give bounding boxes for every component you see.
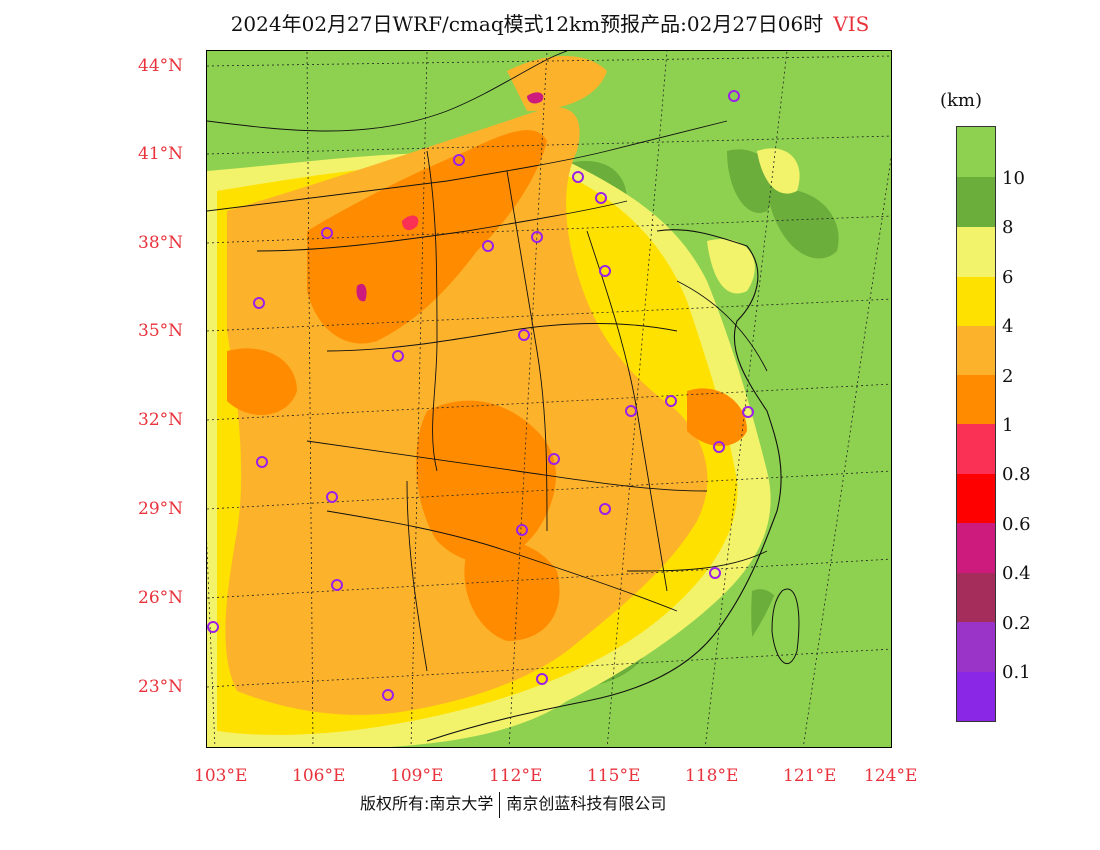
station-marker [253,297,265,309]
legend-swatch [957,127,995,177]
station-marker [256,456,268,468]
station-marker [572,171,584,183]
lon-label-103: 103°E [194,766,248,786]
legend-label: 4 [1002,316,1014,337]
legend-label: 0.4 [1002,563,1031,584]
station-marker [321,227,333,239]
copyright-text: 版权所有:南京大学 [360,794,494,813]
legend-label: 10 [1002,168,1025,189]
lon-label-112: 112°E [489,766,543,786]
lat-label-23: 23°N [138,677,184,697]
station-marker [207,621,219,633]
legend-label: 8 [1002,217,1014,238]
station-marker [713,441,725,453]
company-text: 南京创蓝科技有限公司 [506,794,667,813]
legend-label: 6 [1002,267,1014,288]
vis-1km-regions [227,130,747,641]
station-marker [595,192,607,204]
legend-label: 1 [1002,415,1014,436]
map-panel [206,50,892,748]
coastline [426,229,782,742]
legend-swatch [957,672,995,721]
lon-label-106: 106°E [292,766,346,786]
lon-label-121: 121°E [783,766,837,786]
footer: 版权所有:南京大学 南京创蓝科技有限公司 [360,790,666,818]
graticule [207,51,891,747]
legend-swatch [957,326,995,375]
station-marker [709,567,721,579]
lon-label-124: 124°E [864,766,918,786]
station-marker [742,406,754,418]
station-marker [382,689,394,701]
lat-label-44: 44°N [138,56,184,76]
map-title: 2024年02月27日WRF/cmaq模式12km预报产品:02月27日06时 V… [0,8,1100,37]
station-marker [728,90,740,102]
legend-label: 0.2 [1002,613,1031,634]
legend-swatch [957,474,995,523]
station-markers [207,90,754,701]
vis-low-spots [356,92,544,302]
legend-swatch [957,375,995,424]
legend-swatch [957,227,995,277]
station-marker [326,491,338,503]
legend-swatch [957,573,995,622]
legend-label: 0.6 [1002,514,1031,535]
lon-label-109: 109°E [390,766,444,786]
legend-swatch [957,523,995,573]
station-marker [453,154,465,166]
station-marker [331,579,343,591]
station-marker [625,405,637,417]
color-legend [956,126,996,722]
station-marker [531,231,543,243]
lat-label-41: 41°N [138,144,184,164]
station-marker [536,673,548,685]
lon-label-118: 118°E [685,766,739,786]
lon-label-115: 115°E [587,766,641,786]
lat-label-38: 38°N [138,233,184,253]
legend-swatch [957,622,995,672]
lat-label-35: 35°N [138,321,184,341]
lat-label-32: 32°N [138,410,184,430]
variable-label: VIS [833,12,870,36]
station-marker [599,503,611,515]
map-canvas [207,51,891,747]
legend-swatch [957,424,995,474]
station-marker [518,329,530,341]
station-marker [392,350,404,362]
station-marker [548,453,560,465]
station-marker [482,240,494,252]
legend-label: 2 [1002,366,1014,387]
footer-divider [499,791,501,818]
legend-label: 0.1 [1002,662,1031,683]
lat-label-26: 26°N [138,588,184,608]
legend-swatch [957,277,995,326]
title-text: 2024年02月27日WRF/cmaq模式12km预报产品:02月27日06时 [230,12,824,36]
station-marker [516,524,528,536]
station-marker [665,395,677,407]
island-outline [771,588,800,665]
station-marker [599,265,611,277]
legend-swatch [957,177,995,227]
legend-label: 0.8 [1002,464,1031,485]
sea-area [668,241,891,747]
lat-label-29: 29°N [138,499,184,519]
legend-unit: (km) [940,90,983,111]
